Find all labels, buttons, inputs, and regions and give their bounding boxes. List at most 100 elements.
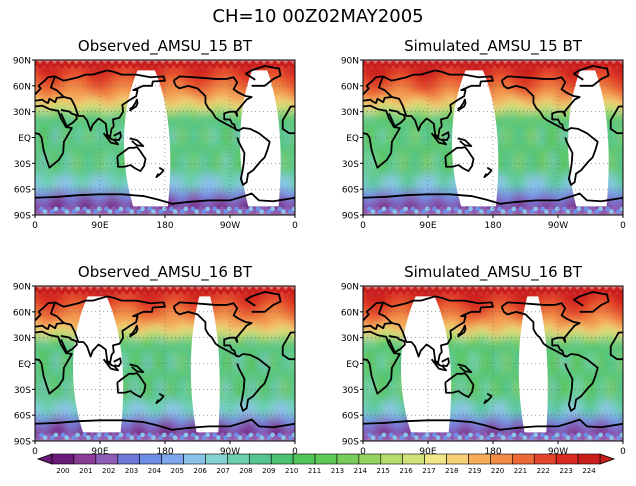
polar-observations — [363, 61, 623, 214]
colorbar-swatch — [533, 453, 557, 465]
y-tick-label: 30S — [342, 386, 359, 396]
colorbar-label: 208 — [239, 467, 252, 475]
x-tick-label: 180 — [156, 447, 173, 457]
colorbar-label: 213 — [331, 467, 344, 475]
y-tick-label: EQ — [18, 360, 31, 370]
y-tick-label: 90N — [13, 283, 31, 293]
coastlines — [35, 291, 295, 431]
y-tick-label: 90S — [342, 212, 359, 222]
coastlines — [363, 65, 623, 205]
y-tick-label: 30N — [13, 108, 31, 118]
x-tick-label: 90E — [91, 221, 108, 231]
y-tick-label: 30S — [342, 160, 359, 170]
swath-gap — [518, 296, 548, 433]
y-tick-label: 60N — [13, 308, 31, 318]
x-tick-label: 0 — [620, 447, 626, 457]
brightness-field — [363, 286, 623, 441]
colorbar-label: 221 — [514, 467, 527, 475]
colorbar: 200 201 202 203 204 205 206 207 208 209 210 211 213 2… — [36, 453, 616, 475]
map-panel: Simulated_AMSU_16 BT 90N 60N 30N EQ 30S 60S 90S… — [341, 263, 626, 457]
panel-title: Observed_AMSU_16 BT — [78, 263, 253, 282]
colorbar-label: 222 — [537, 467, 550, 475]
y-tick-label: 60S — [14, 412, 31, 422]
colorbar-label: 203 — [125, 467, 138, 475]
colorbar-swatch — [227, 453, 250, 465]
x-tick-label: 180 — [484, 447, 501, 457]
colorbar-min-arrow — [36, 453, 53, 465]
y-tick-label: 30N — [341, 334, 359, 344]
x-tick-label: 90W — [220, 221, 240, 231]
colorbar-swatch — [314, 453, 338, 465]
colorbar-swatch — [336, 453, 360, 465]
colorbar-label: 207 — [216, 467, 229, 475]
colorbar-swatch — [117, 453, 140, 465]
colorbar-label: 220 — [491, 467, 504, 475]
y-tick-label: 30N — [13, 334, 31, 344]
brightness-field — [35, 60, 295, 215]
colorbar-label: 217 — [422, 467, 435, 475]
colorbar-swatch — [292, 453, 316, 465]
figure-title: CH=10 00Z02MAY2005 — [212, 6, 423, 27]
y-tick-label: 60S — [342, 412, 359, 422]
colorbar-label: 200 — [56, 467, 69, 475]
swath-gap — [190, 296, 220, 433]
x-tick-label: 0 — [360, 221, 366, 231]
polar-observations — [35, 61, 295, 214]
panel-title: Simulated_AMSU_16 BT — [404, 263, 583, 282]
y-tick-label: EQ — [346, 360, 359, 370]
swath-gap — [72, 296, 124, 433]
x-tick-label: 180 — [156, 221, 173, 231]
swath-gap — [400, 296, 452, 433]
colorbar-swatch — [490, 453, 513, 465]
colorbar-label: 216 — [399, 467, 413, 475]
y-tick-label: 60N — [341, 82, 359, 92]
y-tick-label: 60N — [341, 308, 359, 318]
y-tick-label: 90S — [14, 212, 31, 222]
colorbar-swatch — [380, 453, 404, 465]
polar-observations — [363, 287, 623, 440]
colorbar-swatch — [270, 453, 294, 465]
x-tick-label: 90W — [548, 221, 568, 231]
colorbar-label: 205 — [171, 467, 184, 475]
y-tick-label: 90N — [13, 57, 31, 67]
x-tick-label: 0 — [32, 221, 38, 231]
colorbar-swatch — [512, 453, 535, 465]
colorbar-label: 204 — [148, 467, 162, 475]
x-tick-label: 90E — [419, 221, 436, 231]
coastlines — [363, 291, 623, 431]
y-tick-label: EQ — [346, 134, 359, 144]
map-panel: Observed_AMSU_16 BT90N60N30NEQ30S60S90S0… — [13, 263, 298, 457]
colorbar-swatch — [555, 453, 579, 465]
colorbar-swatch — [183, 453, 206, 465]
y-tick-label: 30N — [341, 108, 359, 118]
y-tick-label: 90N — [341, 57, 359, 67]
x-tick-label: 90E — [419, 447, 436, 457]
y-tick-label: 60S — [14, 186, 31, 196]
colorbar-label: 209 — [262, 467, 275, 475]
colorbar-swatch — [205, 453, 228, 465]
colorbar-swatch — [402, 453, 425, 465]
colorbar-label: 211 — [308, 467, 321, 475]
y-tick-label: EQ — [18, 134, 31, 144]
panel-title: Observed_AMSU_15 BT — [78, 37, 253, 56]
colorbar-label: 223 — [559, 467, 572, 475]
colorbar-swatch — [424, 453, 447, 465]
colorbar-swatch — [446, 453, 469, 465]
colorbar-label: 201 — [79, 467, 92, 475]
colorbar-label: 202 — [102, 467, 115, 475]
x-tick-label: 0 — [360, 447, 366, 457]
brightness-field — [363, 60, 623, 215]
y-tick-label: 30S — [14, 386, 31, 396]
coastlines — [35, 65, 295, 205]
colorbar-label: 219 — [468, 467, 481, 475]
map-panel: Observed_AMSU_15 BT90N60N30NEQ30S60S90S0… — [13, 37, 298, 231]
x-tick-label: 0 — [32, 447, 38, 457]
x-tick-label: 0 — [292, 221, 298, 231]
y-tick-label: 60N — [13, 82, 31, 92]
colorbar-swatch — [161, 453, 184, 465]
colorbar-swatch — [358, 453, 382, 465]
colorbar-swatch — [95, 453, 119, 465]
x-tick-label: 90E — [91, 447, 108, 457]
colorbar-max-arrow — [599, 453, 616, 465]
